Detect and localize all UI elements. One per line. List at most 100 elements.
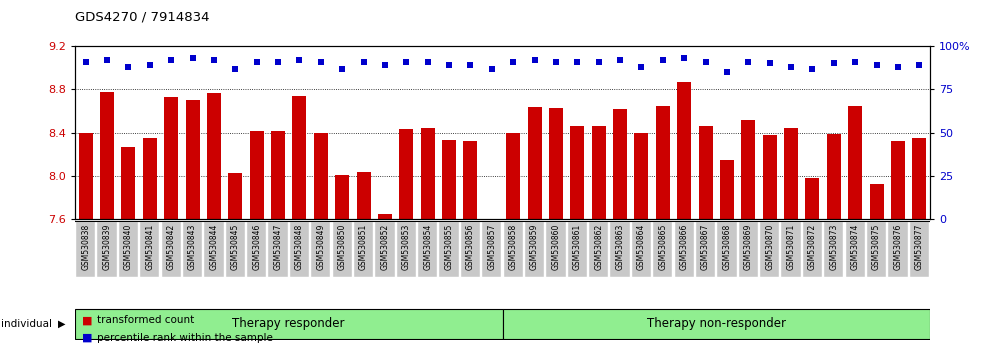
- Text: GSM530850: GSM530850: [338, 224, 347, 270]
- FancyBboxPatch shape: [204, 222, 224, 277]
- FancyBboxPatch shape: [311, 222, 330, 277]
- Bar: [784, 129, 798, 219]
- Text: GSM530862: GSM530862: [594, 224, 603, 270]
- Point: [633, 64, 649, 70]
- Text: GSM530858: GSM530858: [509, 224, 518, 270]
- Text: percentile rank within the sample: percentile rank within the sample: [97, 333, 273, 343]
- Bar: [207, 93, 221, 219]
- Point: [740, 59, 756, 64]
- Text: GSM530865: GSM530865: [658, 224, 667, 270]
- Text: Therapy non-responder: Therapy non-responder: [647, 318, 786, 330]
- FancyBboxPatch shape: [183, 222, 202, 277]
- Bar: [143, 138, 157, 219]
- FancyBboxPatch shape: [119, 222, 138, 277]
- FancyBboxPatch shape: [781, 222, 801, 277]
- Text: GSM530868: GSM530868: [722, 224, 731, 270]
- Text: GSM530841: GSM530841: [145, 224, 154, 270]
- FancyBboxPatch shape: [803, 222, 822, 277]
- Bar: [870, 184, 884, 219]
- Point: [847, 59, 863, 64]
- Text: GSM530842: GSM530842: [167, 224, 176, 270]
- Point: [826, 61, 842, 66]
- Point: [698, 59, 714, 64]
- Bar: [228, 173, 242, 219]
- FancyBboxPatch shape: [439, 222, 459, 277]
- Bar: [613, 109, 627, 219]
- Text: GSM530839: GSM530839: [103, 224, 112, 270]
- Text: GSM530866: GSM530866: [680, 224, 689, 270]
- FancyBboxPatch shape: [610, 222, 630, 277]
- FancyBboxPatch shape: [696, 222, 715, 277]
- Text: GSM530844: GSM530844: [209, 224, 218, 270]
- Point: [227, 66, 243, 72]
- Bar: [250, 131, 264, 219]
- Text: GSM530849: GSM530849: [316, 224, 325, 270]
- Point: [612, 57, 628, 63]
- Point: [505, 59, 521, 64]
- Text: GSM530840: GSM530840: [124, 224, 133, 270]
- Bar: [763, 135, 777, 219]
- FancyBboxPatch shape: [482, 222, 501, 277]
- Text: ▶: ▶: [58, 319, 66, 329]
- Text: GSM530854: GSM530854: [423, 224, 432, 270]
- Text: GSM530867: GSM530867: [701, 224, 710, 270]
- FancyBboxPatch shape: [140, 222, 159, 277]
- Bar: [79, 133, 93, 219]
- Text: GSM530874: GSM530874: [851, 224, 860, 270]
- Bar: [335, 175, 349, 219]
- FancyBboxPatch shape: [76, 222, 95, 277]
- Bar: [549, 108, 563, 219]
- Bar: [442, 140, 456, 219]
- Bar: [463, 141, 477, 219]
- Text: GSM530838: GSM530838: [81, 224, 90, 270]
- Text: individual: individual: [1, 319, 52, 329]
- Bar: [720, 160, 734, 219]
- Text: transformed count: transformed count: [97, 315, 194, 325]
- Text: GSM530869: GSM530869: [744, 224, 753, 270]
- Bar: [634, 133, 648, 219]
- Point: [484, 66, 500, 72]
- FancyBboxPatch shape: [888, 222, 908, 277]
- FancyBboxPatch shape: [354, 222, 373, 277]
- FancyBboxPatch shape: [525, 222, 544, 277]
- Text: GSM530860: GSM530860: [551, 224, 560, 270]
- Point: [783, 64, 799, 70]
- FancyBboxPatch shape: [717, 222, 737, 277]
- Bar: [592, 126, 606, 219]
- Bar: [292, 96, 306, 219]
- FancyBboxPatch shape: [503, 309, 930, 339]
- Text: GSM530846: GSM530846: [252, 224, 261, 270]
- FancyBboxPatch shape: [867, 222, 886, 277]
- FancyBboxPatch shape: [226, 222, 245, 277]
- Bar: [186, 100, 200, 219]
- Point: [398, 59, 414, 64]
- Point: [377, 62, 393, 68]
- FancyBboxPatch shape: [910, 222, 929, 277]
- Point: [78, 59, 94, 64]
- Point: [99, 57, 115, 63]
- Point: [356, 59, 372, 64]
- Point: [270, 59, 286, 64]
- Text: GSM530848: GSM530848: [295, 224, 304, 270]
- FancyBboxPatch shape: [333, 222, 352, 277]
- Bar: [570, 126, 584, 219]
- Text: GSM530861: GSM530861: [573, 224, 582, 270]
- FancyBboxPatch shape: [589, 222, 608, 277]
- Text: GSM530843: GSM530843: [188, 224, 197, 270]
- Text: GSM530852: GSM530852: [380, 224, 389, 270]
- FancyBboxPatch shape: [397, 222, 416, 277]
- Point: [762, 61, 778, 66]
- Text: GSM530845: GSM530845: [231, 224, 240, 270]
- Bar: [848, 105, 862, 219]
- FancyBboxPatch shape: [461, 222, 480, 277]
- FancyBboxPatch shape: [418, 222, 437, 277]
- Bar: [271, 131, 285, 219]
- FancyBboxPatch shape: [268, 222, 288, 277]
- Bar: [506, 133, 520, 219]
- Point: [163, 57, 179, 63]
- FancyBboxPatch shape: [568, 222, 587, 277]
- Bar: [164, 97, 178, 219]
- Point: [120, 64, 136, 70]
- FancyBboxPatch shape: [162, 222, 181, 277]
- Text: GSM530856: GSM530856: [466, 224, 475, 270]
